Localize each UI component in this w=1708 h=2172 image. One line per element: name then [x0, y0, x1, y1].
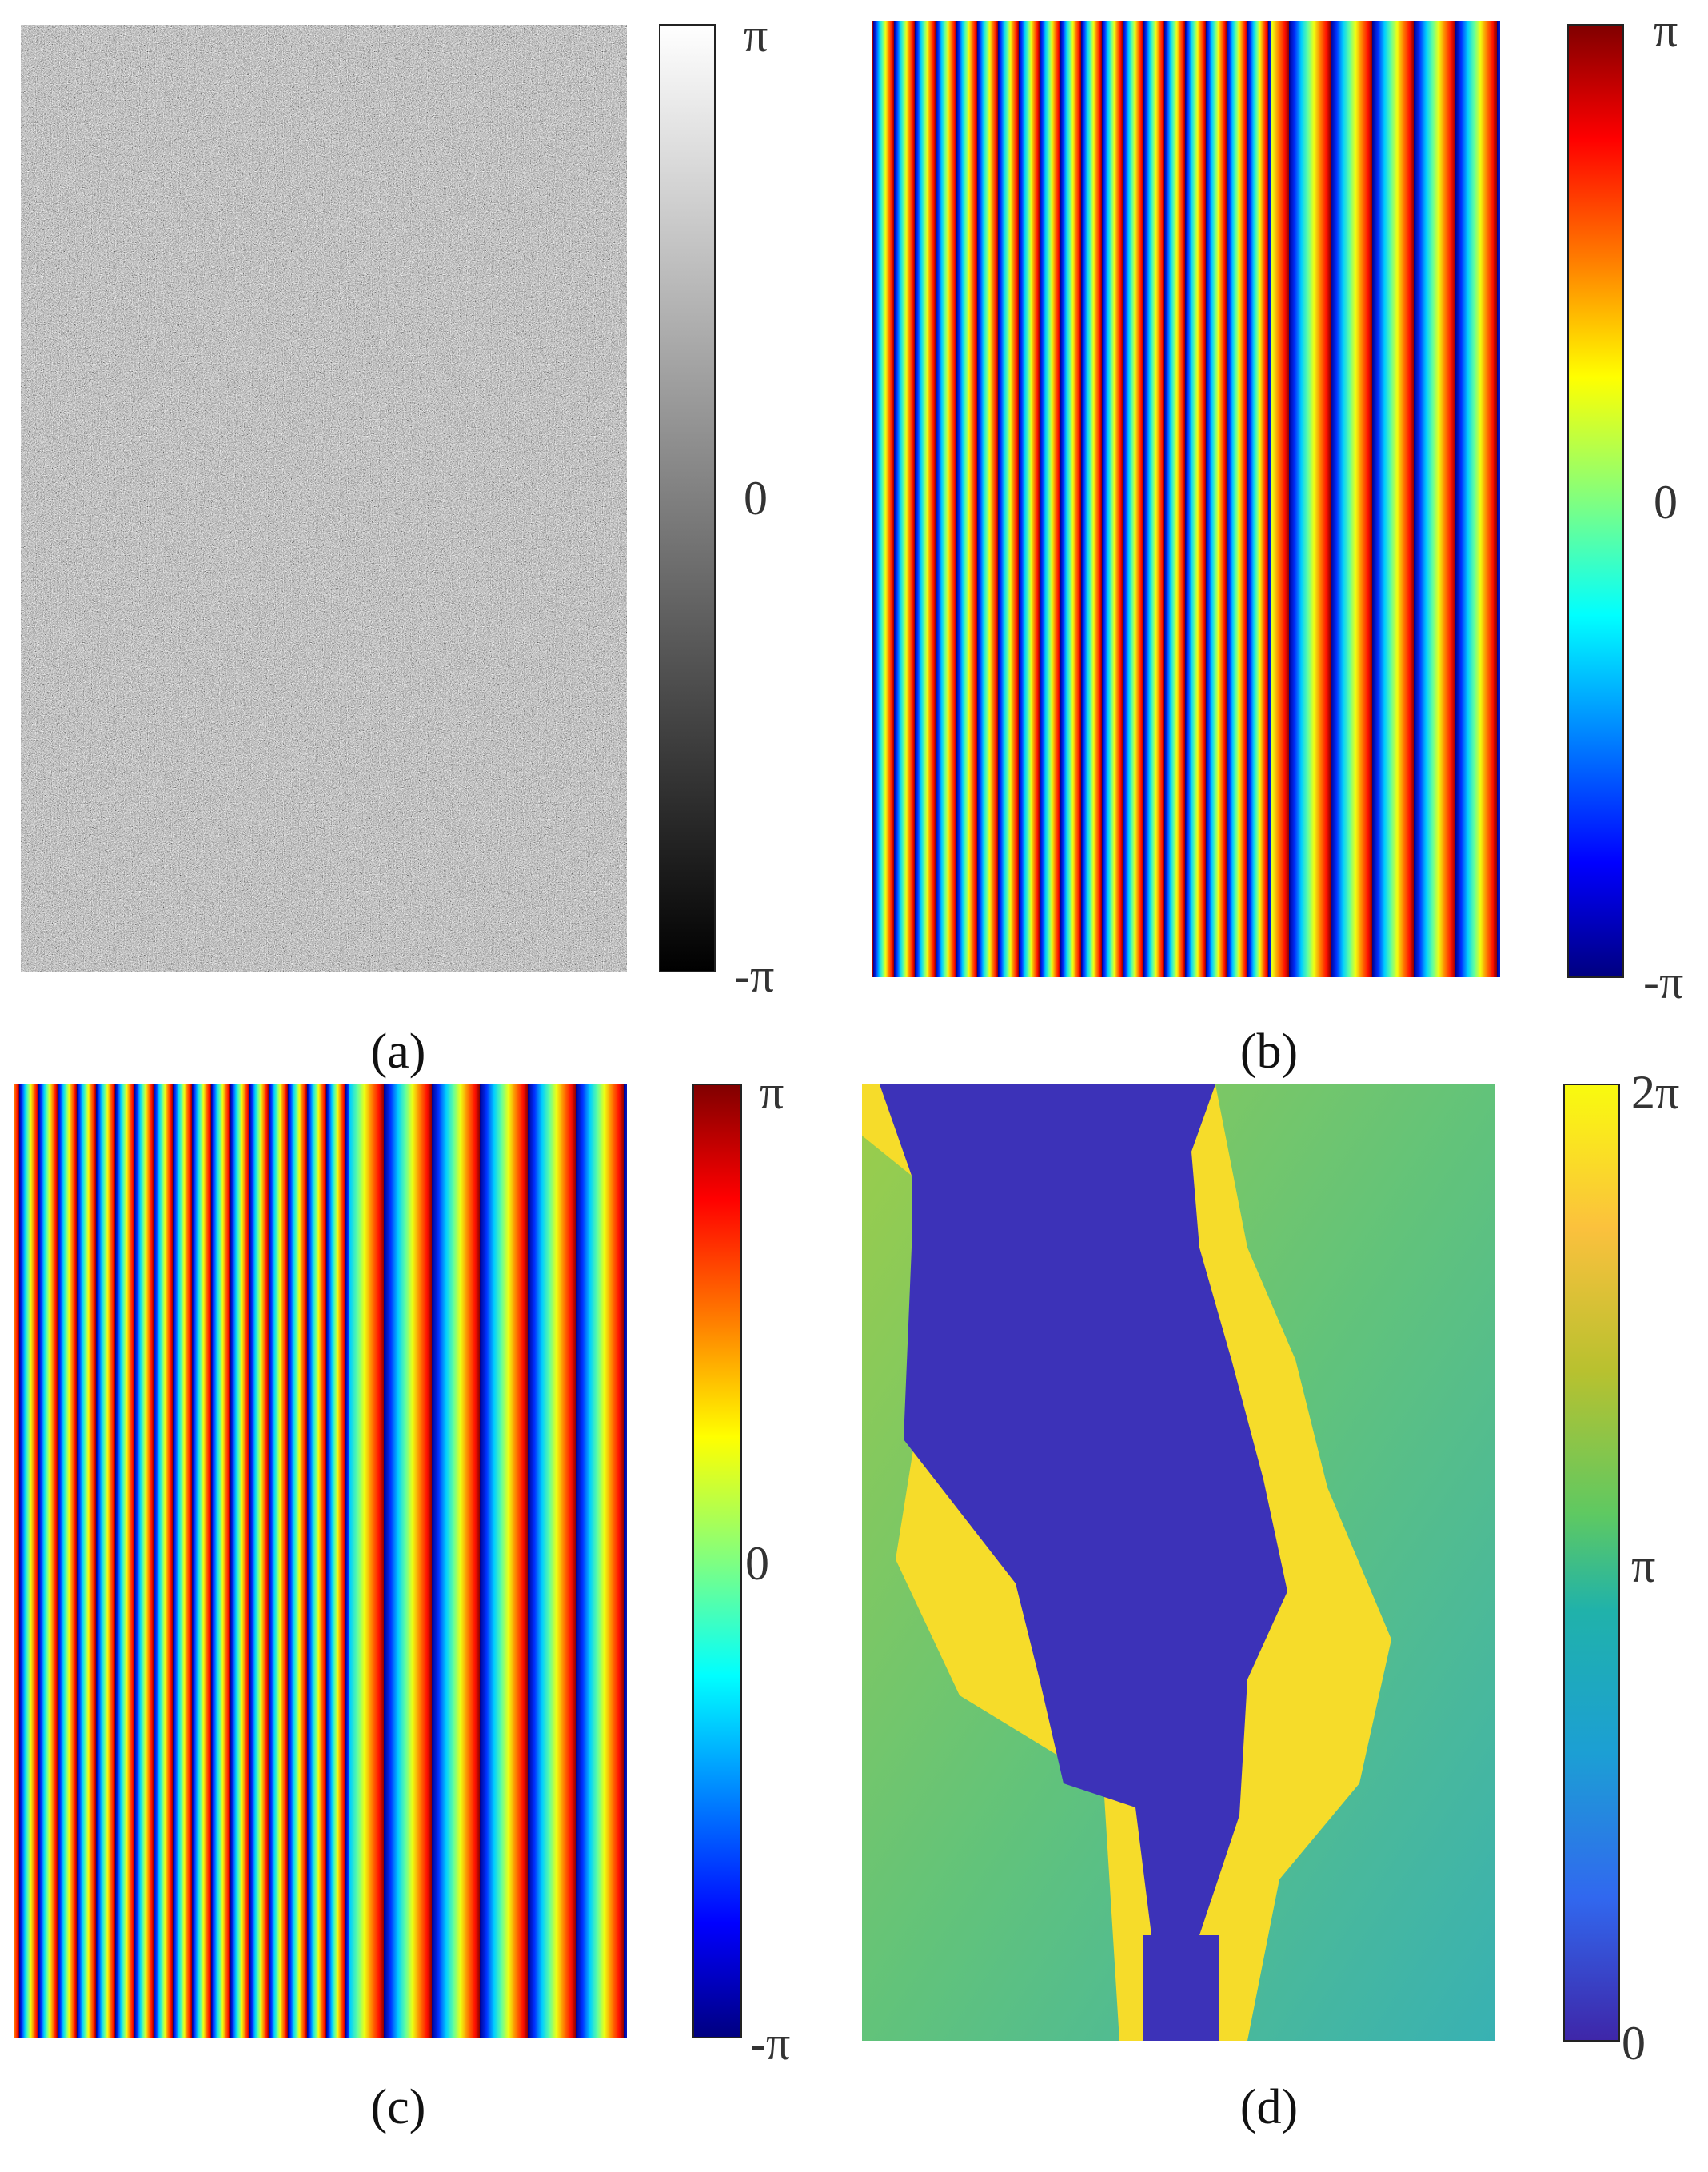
- panel-label: (d): [1239, 2080, 1299, 2134]
- colorbar-tick-label: -π: [1643, 956, 1684, 1008]
- colorbar-tick-label: 0: [1654, 476, 1678, 529]
- panel-d-image: [862, 1084, 1495, 2041]
- panel-a-image: [21, 25, 627, 972]
- colorbar-tick-label: π: [1631, 1539, 1656, 1592]
- panel-c-image: [14, 1084, 627, 2038]
- colorbar-tick-label: 0: [745, 1537, 769, 1590]
- colorbar-tick-label: π: [1654, 4, 1678, 57]
- colorbar-tick-label: -π: [734, 949, 775, 1002]
- colorbar-c: [692, 1084, 742, 2038]
- panel-b-image: [872, 21, 1500, 977]
- colorbar-tick-label: 0: [744, 472, 768, 525]
- colorbar-d: [1563, 1084, 1620, 2042]
- colorbar-tick-label: -π: [750, 2017, 791, 2070]
- colorbar-tick-label: 2π: [1631, 1066, 1680, 1119]
- panel-label: (b): [1239, 1024, 1299, 1079]
- colorbar-b: [1567, 24, 1624, 978]
- panel-label: (a): [370, 1024, 426, 1079]
- colorbar-tick-label: 0: [1622, 2017, 1646, 2070]
- colorbar-tick-label: π: [760, 1066, 784, 1119]
- colorbar-a: [659, 24, 716, 972]
- panel-label: (c): [370, 2080, 426, 2134]
- colorbar-tick-label: π: [744, 9, 768, 62]
